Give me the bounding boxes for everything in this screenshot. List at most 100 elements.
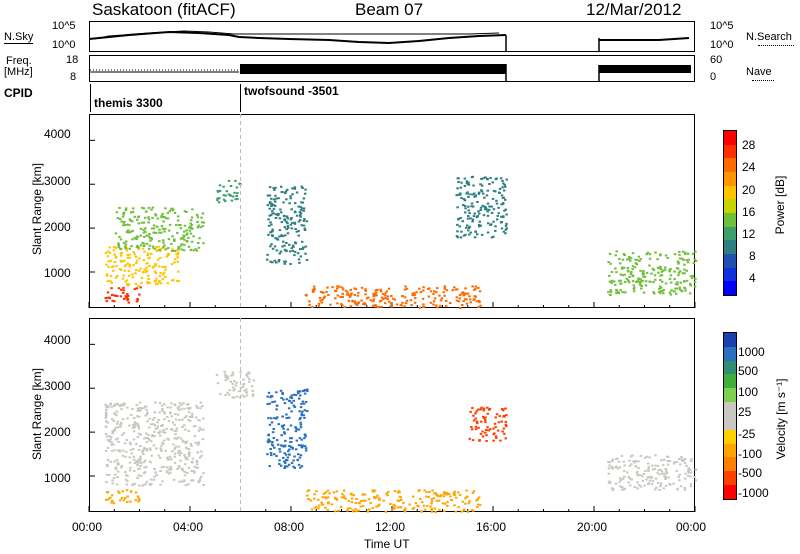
echo-cell bbox=[116, 463, 119, 466]
echo-cell bbox=[467, 196, 470, 198]
echo-cell bbox=[191, 208, 194, 211]
echo-cell bbox=[486, 177, 489, 180]
echo-cell bbox=[113, 412, 116, 415]
echo-cell bbox=[303, 227, 306, 230]
echo-cell bbox=[474, 285, 477, 288]
echo-cell bbox=[404, 302, 408, 305]
echo-cell bbox=[429, 505, 432, 508]
echo-cell bbox=[621, 258, 625, 261]
echo-cell bbox=[689, 485, 693, 488]
echo-cell bbox=[476, 215, 479, 217]
echo-cell bbox=[148, 233, 151, 235]
echo-cell bbox=[471, 285, 474, 288]
echo-cell bbox=[377, 505, 380, 507]
velocity-cbar-tick-1000: 1000 bbox=[738, 345, 765, 359]
echo-cell bbox=[106, 439, 110, 442]
echo-cell bbox=[269, 448, 272, 450]
echo-cell bbox=[620, 267, 624, 270]
echo-cell bbox=[297, 392, 300, 395]
echo-cell bbox=[282, 424, 286, 427]
echo-cell bbox=[104, 252, 108, 254]
echo-cell bbox=[422, 289, 425, 292]
echo-cell bbox=[690, 458, 693, 461]
echo-cell bbox=[685, 279, 689, 282]
echo-cell bbox=[686, 252, 690, 255]
echo-cell bbox=[672, 290, 676, 293]
echo-cell bbox=[173, 447, 176, 450]
echo-cell bbox=[487, 222, 490, 225]
echo-cell bbox=[476, 506, 479, 509]
echo-cell bbox=[472, 490, 476, 493]
echo-cell bbox=[478, 225, 481, 228]
echo-cell bbox=[158, 402, 162, 404]
echo-cell bbox=[639, 455, 643, 457]
echo-cell bbox=[648, 479, 652, 482]
echo-cell bbox=[268, 186, 272, 189]
echo-cell bbox=[300, 201, 303, 204]
echo-cell bbox=[122, 404, 125, 407]
echo-cell bbox=[288, 250, 292, 253]
echo-cell bbox=[486, 231, 490, 234]
echo-cell bbox=[279, 250, 283, 253]
echo-cell bbox=[427, 495, 430, 498]
echo-cell bbox=[197, 224, 200, 227]
echo-cell bbox=[484, 176, 487, 179]
echo-cell bbox=[139, 407, 142, 409]
echo-cell bbox=[281, 415, 284, 418]
echo-cell bbox=[179, 437, 183, 440]
echo-cell bbox=[293, 186, 297, 189]
echo-cell bbox=[304, 447, 308, 450]
echo-cell bbox=[474, 194, 477, 197]
echo-cell bbox=[176, 231, 179, 234]
echo-cell bbox=[366, 510, 370, 513]
echo-cell bbox=[621, 477, 625, 480]
echo-cell bbox=[437, 495, 440, 498]
echo-cell bbox=[171, 209, 175, 212]
echo-cell bbox=[488, 408, 492, 410]
echo-cell bbox=[216, 382, 220, 385]
echo-cell bbox=[116, 426, 120, 429]
echo-cell bbox=[451, 289, 454, 292]
echo-cell bbox=[611, 459, 614, 462]
echo-cell bbox=[187, 411, 191, 414]
echo-cell bbox=[430, 502, 433, 505]
velocity-ytick-3000: 3000 bbox=[44, 379, 71, 393]
echo-cell bbox=[374, 291, 378, 294]
echo-cell bbox=[158, 250, 162, 252]
echo-cell bbox=[169, 411, 172, 414]
echo-cell bbox=[306, 490, 309, 493]
echo-cell bbox=[634, 460, 638, 462]
echo-cell bbox=[104, 415, 108, 417]
echo-cell bbox=[421, 297, 425, 300]
echo-cell bbox=[300, 185, 303, 188]
echo-cell bbox=[296, 252, 300, 255]
echo-cell bbox=[430, 508, 433, 511]
echo-cell bbox=[464, 287, 467, 290]
echo-cell bbox=[143, 216, 147, 219]
echo-cell bbox=[694, 250, 697, 253]
echo-cell bbox=[342, 489, 346, 492]
echo-cell bbox=[292, 245, 295, 248]
echo-cell bbox=[476, 422, 479, 425]
echo-cell bbox=[143, 250, 146, 253]
echo-cell bbox=[163, 216, 166, 218]
echo-cell bbox=[300, 240, 304, 243]
echo-cell bbox=[195, 459, 198, 462]
echo-cell bbox=[313, 493, 316, 496]
echo-cell bbox=[178, 402, 182, 405]
echo-cell bbox=[156, 427, 159, 430]
echo-cell bbox=[608, 480, 611, 483]
time-tick-2400: 00:00 bbox=[676, 520, 707, 534]
echo-cell bbox=[280, 221, 283, 224]
echo-cell bbox=[145, 413, 149, 416]
echo-cell bbox=[173, 455, 176, 458]
echo-cell bbox=[126, 495, 129, 498]
echo-cell bbox=[656, 481, 660, 484]
echo-cell bbox=[106, 280, 109, 283]
echo-cell bbox=[197, 242, 200, 244]
echo-cell bbox=[110, 435, 113, 438]
echo-cell bbox=[470, 509, 474, 512]
echo-cell bbox=[442, 291, 445, 294]
echo-cell bbox=[224, 379, 228, 381]
echo-cell bbox=[490, 236, 494, 239]
